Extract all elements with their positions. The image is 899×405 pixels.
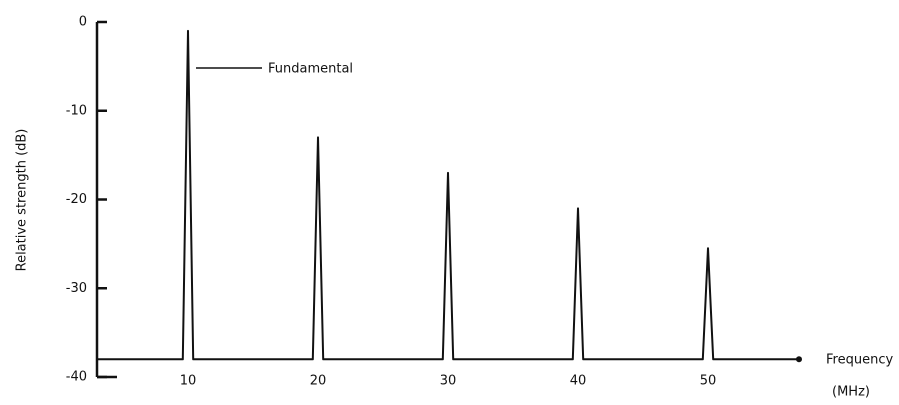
chart: Relative strength (dB) Frequency (MHz) F… [0,0,899,405]
x-tick-label: 20 [310,374,327,389]
annotation: Fundamental [268,62,353,77]
x-tick-label: 10 [180,374,197,389]
y-tick-label: -30 [66,281,87,296]
spectrum-line [97,31,799,359]
x-tick-label: 30 [440,374,457,389]
page: {"chart_data": {"type": "line", "y_label… [0,0,899,405]
x-axis-unit: (MHz) [832,385,870,400]
x-tick-label: 50 [700,374,717,389]
y-axis-label: Relative strength (dB) [15,129,30,272]
line-end-dot [796,356,802,362]
x-tick-label: 40 [570,374,587,389]
y-tick-label: -40 [66,370,87,385]
y-tick-label: -20 [66,192,87,207]
y-tick-label: 0 [79,15,87,30]
y-tick-label: -10 [66,103,87,118]
x-axis-label: Frequency [826,353,893,368]
